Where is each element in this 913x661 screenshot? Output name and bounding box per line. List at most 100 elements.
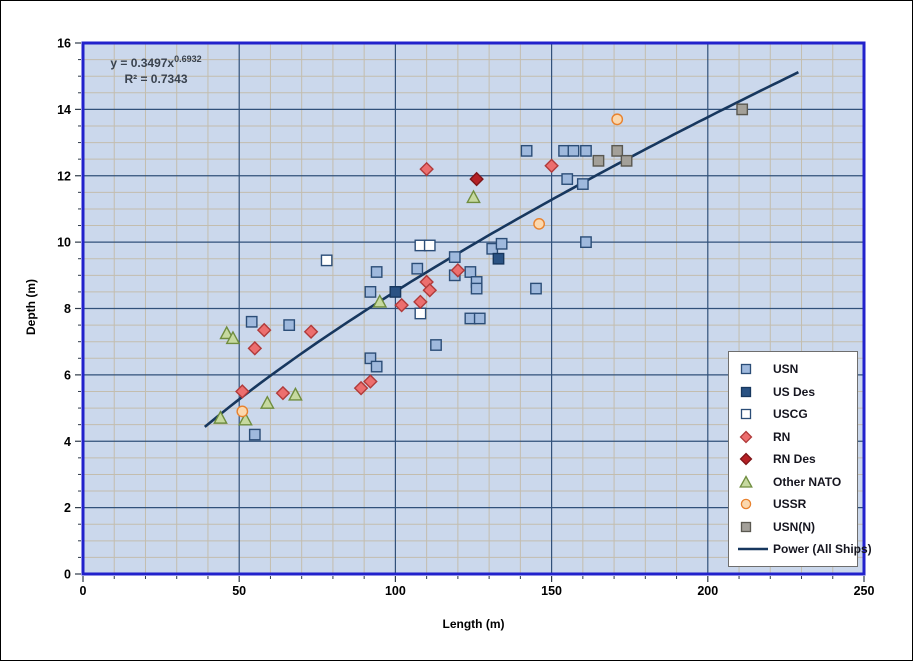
data-point-rn bbox=[422, 282, 438, 298]
data-point-rn bbox=[303, 324, 319, 340]
y-tick-label-4: 4 bbox=[64, 435, 71, 449]
data-point-usn bbox=[283, 319, 296, 331]
data-point-rn bbox=[247, 341, 263, 356]
triangle-legend-marker-icon bbox=[739, 474, 753, 488]
data-point-usn-n- bbox=[592, 154, 605, 167]
data-point-rn bbox=[544, 158, 559, 174]
line-legend-marker-icon bbox=[738, 547, 768, 551]
data-point-usn bbox=[430, 339, 442, 351]
data-point-rn bbox=[256, 322, 272, 338]
data-point-usn bbox=[530, 282, 542, 295]
data-point-ussr bbox=[611, 113, 624, 126]
data-point-usn bbox=[448, 251, 461, 263]
x-tick-label-200: 200 bbox=[697, 584, 718, 598]
data-point-usn bbox=[520, 144, 533, 157]
data-point-usn bbox=[580, 236, 592, 249]
data-point-rn-des bbox=[469, 171, 484, 187]
data-point-us-des bbox=[389, 286, 402, 298]
x-tick-label-150: 150 bbox=[541, 584, 562, 598]
x-tick-label-100: 100 bbox=[385, 584, 406, 598]
data-point-other-nato bbox=[238, 411, 253, 426]
data-point-usn bbox=[470, 282, 483, 295]
diamond-legend-marker-icon bbox=[739, 430, 753, 444]
square-legend-marker-icon bbox=[740, 521, 752, 532]
diamond-legend-marker-icon bbox=[739, 452, 753, 466]
legend-label: USN(N) bbox=[773, 519, 815, 534]
data-point-uscg bbox=[414, 307, 427, 320]
data-point-ussr bbox=[533, 217, 546, 230]
equation-line: y = 0.3497x0.6932 bbox=[110, 54, 202, 70]
data-point-rn bbox=[275, 385, 291, 401]
data-point-rn bbox=[363, 374, 378, 389]
data-point-usn bbox=[364, 352, 377, 365]
legend-item-uscg: USCG bbox=[729, 403, 857, 426]
legend-item-us-des: US Des bbox=[729, 381, 857, 404]
data-point-rn bbox=[419, 161, 434, 177]
legend-label: Other NATO bbox=[773, 474, 842, 489]
data-point-usn bbox=[248, 428, 261, 441]
y-tick-label-0: 0 bbox=[64, 568, 71, 582]
data-point-rn bbox=[235, 384, 250, 399]
r-squared-line: R² = 0.7343 bbox=[124, 72, 188, 86]
data-point-other-nato bbox=[219, 325, 235, 340]
data-point-other-nato bbox=[466, 189, 481, 204]
data-point-usn-n- bbox=[736, 103, 749, 116]
x-tick-label-250: 250 bbox=[854, 584, 875, 598]
y-tick-label-2: 2 bbox=[64, 501, 71, 515]
legend-label: USSR bbox=[773, 497, 807, 512]
data-point-rn bbox=[353, 380, 369, 396]
square-legend-marker-icon bbox=[740, 364, 752, 375]
data-point-other-nato bbox=[372, 293, 388, 308]
x-axis-title: Length (m) bbox=[442, 617, 505, 631]
data-point-usn-n- bbox=[611, 144, 624, 157]
trendline-power-all-ships bbox=[203, 71, 799, 428]
y-axis-title: Depth (m) bbox=[24, 279, 38, 335]
data-point-ussr bbox=[236, 405, 249, 418]
y-tick-label-6: 6 bbox=[64, 368, 71, 382]
legend-label: USCG bbox=[773, 407, 808, 422]
legend-label: US Des bbox=[773, 384, 816, 399]
data-point-usn bbox=[364, 286, 377, 298]
data-point-usn bbox=[495, 237, 508, 250]
data-point-usn-n- bbox=[620, 154, 633, 167]
data-point-uscg bbox=[423, 239, 436, 252]
legend-item-usn: USN bbox=[729, 358, 857, 381]
trendline-equation: y = 0.3497x0.6932 R² = 0.7343 bbox=[91, 51, 221, 87]
legend-box: USN US Des USCG RN RN Des Other NATO USSR USN(N… bbox=[728, 351, 872, 567]
legend-label: RN bbox=[773, 429, 791, 444]
legend-label: USN bbox=[773, 362, 799, 377]
data-point-other-nato bbox=[259, 395, 275, 409]
data-point-usn bbox=[576, 178, 589, 190]
legend-item-usn-n-: USN(N) bbox=[729, 516, 857, 539]
y-tick-label-16: 16 bbox=[57, 37, 71, 51]
data-point-usn bbox=[561, 173, 574, 185]
data-point-usn bbox=[567, 144, 580, 157]
legend-label: RN Des bbox=[773, 452, 816, 467]
legend-label: Power (All Ships) bbox=[773, 542, 872, 557]
data-point-rn bbox=[394, 297, 409, 313]
data-point-other-nato bbox=[213, 410, 228, 424]
circle-legend-marker-icon bbox=[740, 499, 752, 510]
x-tick-label-50: 50 bbox=[232, 584, 246, 598]
data-point-usn bbox=[464, 266, 477, 278]
legend-item-other-nato: Other NATO bbox=[729, 471, 857, 494]
data-point-usn bbox=[580, 144, 592, 157]
data-point-rn bbox=[413, 294, 428, 310]
data-point-other-nato bbox=[288, 386, 303, 401]
legend-item-ussr: USSR bbox=[729, 493, 857, 516]
square-legend-marker-icon bbox=[740, 409, 752, 420]
plot-border bbox=[81, 41, 866, 576]
data-point-usn bbox=[411, 262, 424, 275]
data-point-usn bbox=[370, 360, 383, 373]
square-legend-marker-icon bbox=[740, 386, 752, 397]
legend-item-power-all-ships-: Power (All Ships) bbox=[729, 538, 872, 561]
y-tick-label-8: 8 bbox=[64, 302, 71, 316]
data-point-usn bbox=[370, 266, 383, 278]
y-tick-label-12: 12 bbox=[57, 169, 71, 183]
x-tick-label-0: 0 bbox=[80, 584, 87, 598]
y-tick-label-14: 14 bbox=[57, 103, 71, 117]
data-point-us-des bbox=[492, 252, 505, 265]
data-point-other-nato bbox=[225, 330, 241, 345]
legend-item-rn-des: RN Des bbox=[729, 448, 857, 471]
